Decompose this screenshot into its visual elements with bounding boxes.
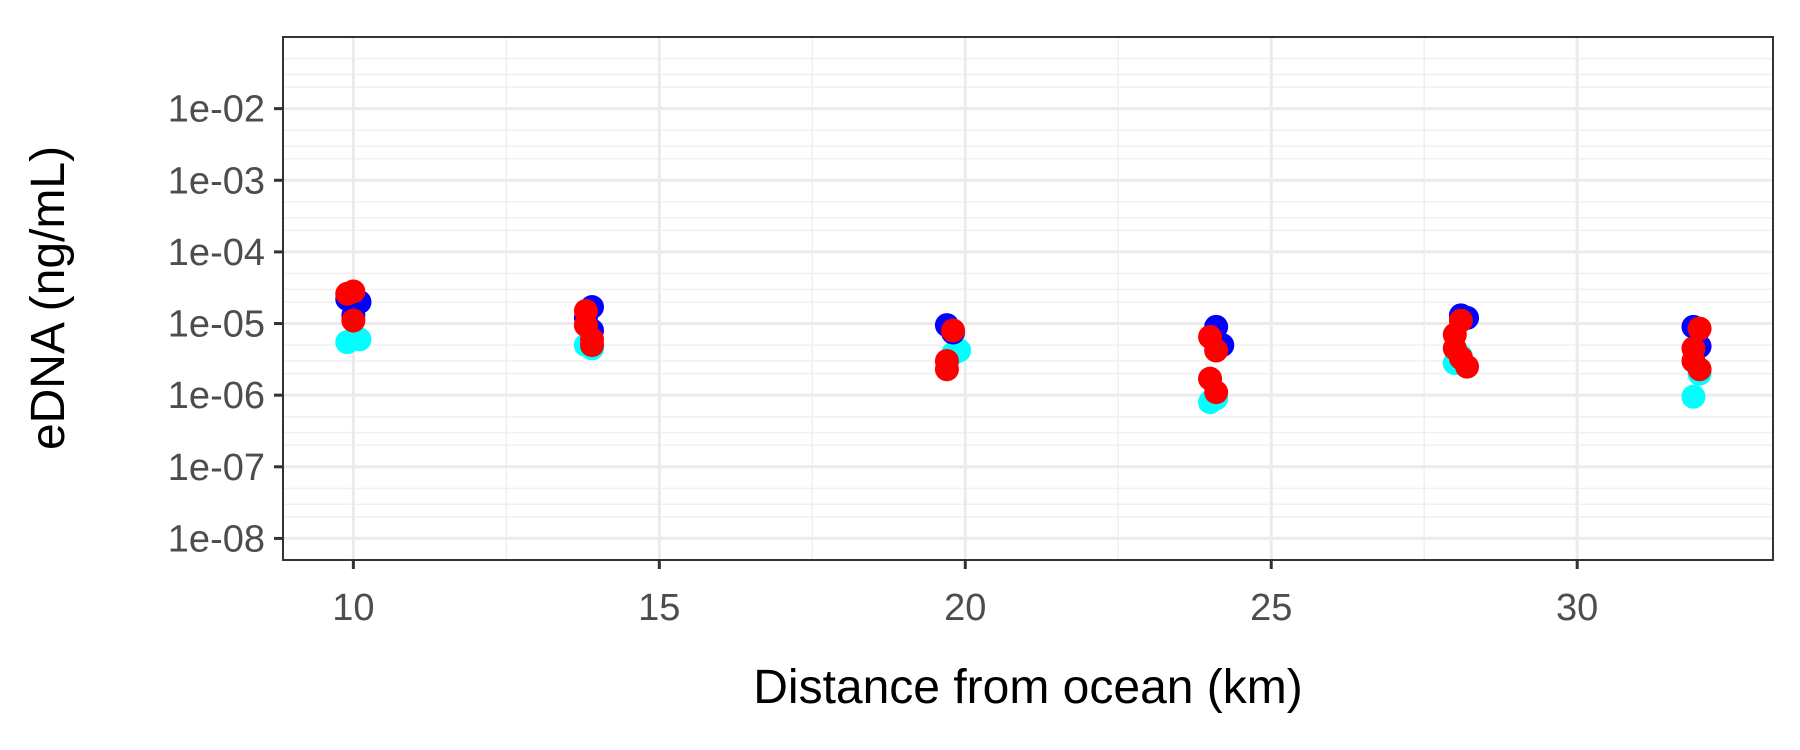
y-axis: 1e-08 1e-07 1e-06 1e-05 1e-04 1e-03 1e-02 (168, 89, 283, 560)
y-axis-title: eDNA (ng/mL) (22, 146, 75, 450)
data-point (941, 318, 966, 343)
x-axis-title: Distance from ocean (km) (753, 661, 1303, 714)
x-tick-label: 30 (1556, 587, 1598, 629)
grid-minor (283, 37, 1773, 560)
data-point (1681, 384, 1706, 409)
data-point (580, 333, 605, 358)
grid-major (283, 37, 1773, 560)
y-tick-label: 1e-05 (168, 304, 265, 346)
y-tick-label: 1e-03 (168, 160, 265, 202)
data-point (347, 327, 372, 352)
data-point (1204, 380, 1229, 405)
x-tick-label: 20 (944, 587, 986, 629)
y-tick-label: 1e-07 (168, 447, 265, 489)
panel-background (283, 37, 1773, 560)
panel-border (282, 36, 1774, 561)
x-tick-label: 15 (638, 587, 680, 629)
x-tick-label: 10 (332, 587, 374, 629)
data-point (1687, 316, 1712, 341)
data-point (934, 357, 959, 382)
y-tick-label: 1e-08 (168, 518, 265, 560)
data-point (1204, 338, 1229, 363)
data-point (1687, 357, 1712, 382)
y-tick-label: 1e-02 (168, 89, 265, 131)
data-points (335, 279, 1712, 415)
x-tick-label: 25 (1250, 587, 1292, 629)
y-tick-label: 1e-04 (168, 232, 265, 274)
data-point (1455, 354, 1480, 379)
x-axis: 10 15 20 25 30 (332, 560, 1598, 629)
data-point (341, 279, 366, 304)
data-point (341, 308, 366, 333)
y-tick-label: 1e-06 (168, 375, 265, 417)
